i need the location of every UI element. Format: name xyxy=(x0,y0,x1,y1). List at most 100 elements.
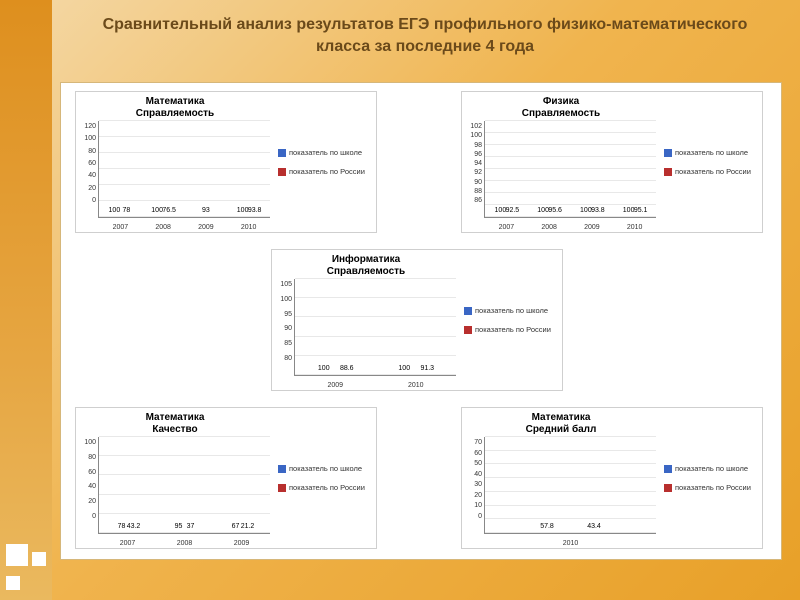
xtick-label: 2008 xyxy=(177,540,193,547)
chart-inform_sprav: ИнформатикаСправляемость1051009590858010… xyxy=(271,249,563,391)
chart-math_kach: МатематикаКачество1008060402007843.29537… xyxy=(75,407,377,549)
legend-label: показатель по России xyxy=(289,167,365,176)
ytick-label: 96 xyxy=(464,151,482,158)
ytick-label: 98 xyxy=(464,142,482,149)
legend-item: показатель по школе xyxy=(278,464,372,473)
bar-value-label: 95 xyxy=(175,523,183,530)
chart-title: МатематикаСправляемость xyxy=(76,92,274,121)
legend-swatch-icon xyxy=(664,149,672,157)
plot-area: 1007810076.59310093.82007200820092010 xyxy=(98,121,270,218)
xtick-label: 2010 xyxy=(408,382,424,389)
legend-label: показатель по школе xyxy=(675,148,748,157)
ytick-label: 20 xyxy=(78,498,96,505)
chart-title: ИнформатикаСправляемость xyxy=(272,250,460,279)
ytick-label: 20 xyxy=(78,185,96,192)
xtick-label: 2010 xyxy=(627,224,643,231)
ytick-label: 60 xyxy=(464,450,482,457)
plot-area: 10092.510095.610093.810095.1200720082009… xyxy=(484,121,656,218)
ytick-label: 30 xyxy=(464,481,482,488)
legend: показатель по школе показатель по России xyxy=(660,92,762,232)
bar-value-label: 78 xyxy=(118,523,126,530)
bar-value-label: 88.6 xyxy=(340,365,354,372)
ytick-label: 0 xyxy=(464,513,482,520)
xtick-label: 2008 xyxy=(155,224,171,231)
ytick-label: 40 xyxy=(464,471,482,478)
ytick-label: 94 xyxy=(464,160,482,167)
x-axis: 2007200820092010 xyxy=(485,224,656,231)
x-axis: 2009 2010 xyxy=(295,382,456,389)
ytick-label: 80 xyxy=(78,454,96,461)
bar-value-label: 21.2 xyxy=(241,523,255,530)
legend-swatch-icon xyxy=(464,307,472,315)
left-decor-bar xyxy=(0,0,52,600)
bar-value-label: 78 xyxy=(122,207,130,214)
xtick-label: 2010 xyxy=(241,224,257,231)
ytick-label: 102 xyxy=(464,123,482,130)
bar-value-label: 92.5 xyxy=(506,207,520,214)
legend-swatch-icon xyxy=(664,484,672,492)
ytick-label: 70 xyxy=(464,439,482,446)
legend-item: показатель по России xyxy=(664,167,758,176)
ytick-label: 105 xyxy=(274,281,292,288)
legend-item: показатель по школе xyxy=(278,148,372,157)
bar-value-label: 100 xyxy=(237,207,249,214)
xtick-label: 2009 xyxy=(584,224,600,231)
legend-label: показатель по школе xyxy=(289,464,362,473)
ytick-label: 80 xyxy=(274,355,292,362)
bar-value-label: 100 xyxy=(580,207,592,214)
ytick-label: 92 xyxy=(464,169,482,176)
legend-label: показатель по школе xyxy=(475,306,548,315)
chart-title: ФизикаСправляемость xyxy=(462,92,660,121)
bar-value-label: 95.6 xyxy=(548,207,562,214)
ytick-label: 50 xyxy=(464,460,482,467)
bar-value-label: 93.8 xyxy=(591,207,605,214)
y-axis: 10210098969492908886 xyxy=(464,121,484,218)
bar-value-label: 93.8 xyxy=(248,207,262,214)
slide: Сравнительный анализ результатов ЕГЭ про… xyxy=(0,0,800,600)
bar-value-label: 57.8 xyxy=(540,523,554,530)
legend-item: показатель по России xyxy=(464,325,558,334)
legend-label: показатель по школе xyxy=(675,464,748,473)
xtick-label: 2009 xyxy=(234,540,250,547)
ytick-label: 120 xyxy=(78,123,96,130)
xtick-label: 2009 xyxy=(327,382,343,389)
bar-value-label: 76.5 xyxy=(162,207,176,214)
legend-item: показатель по России xyxy=(664,483,758,492)
ytick-label: 86 xyxy=(464,197,482,204)
legend-item: показатель по России xyxy=(278,483,372,492)
xtick-label: 2009 xyxy=(198,224,214,231)
legend: показатель по школе показатель по России xyxy=(274,92,376,232)
ytick-label: 10 xyxy=(464,502,482,509)
ytick-label: 90 xyxy=(464,179,482,186)
y-axis: 100806040200 xyxy=(78,437,98,534)
legend-label: показатель по России xyxy=(475,325,551,334)
legend-swatch-icon xyxy=(278,149,286,157)
bar-value-label: 100 xyxy=(109,207,121,214)
ytick-label: 0 xyxy=(78,197,96,204)
legend-item: показатель по школе xyxy=(664,148,758,157)
chart-title: МатематикаСредний балл xyxy=(462,408,660,437)
plot-area: 10088.610091.320092010 xyxy=(294,279,456,376)
legend-label: показатель по России xyxy=(289,483,365,492)
legend-item: показатель по школе xyxy=(464,306,558,315)
y-axis: 706050403020100 xyxy=(464,437,484,534)
ytick-label: 90 xyxy=(274,325,292,332)
xtick-label: 2008 xyxy=(541,224,557,231)
legend-item: показатель по России xyxy=(278,167,372,176)
legend-label: показатель по России xyxy=(675,167,751,176)
ytick-label: 100 xyxy=(274,296,292,303)
ytick-label: 40 xyxy=(78,172,96,179)
bar-value-label: 100 xyxy=(151,207,163,214)
y-axis: 10510095908580 xyxy=(274,279,294,376)
x-axis: 200720082009 xyxy=(99,540,270,547)
chart-math_sprav: МатематикаСправляемость12010080604020010… xyxy=(75,91,377,233)
legend-swatch-icon xyxy=(464,326,472,334)
legend: показатель по школе показатель по России xyxy=(274,408,376,548)
legend-label: показатель по школе xyxy=(289,148,362,157)
plot-area: 7843.295376721.2200720082009 xyxy=(98,437,270,534)
legend-swatch-icon xyxy=(278,484,286,492)
ytick-label: 0 xyxy=(78,513,96,520)
bar-value-label: 91.3 xyxy=(420,365,434,372)
bar-value-label: 100 xyxy=(398,365,410,372)
plot-area: 57.843.42010 xyxy=(484,437,656,534)
